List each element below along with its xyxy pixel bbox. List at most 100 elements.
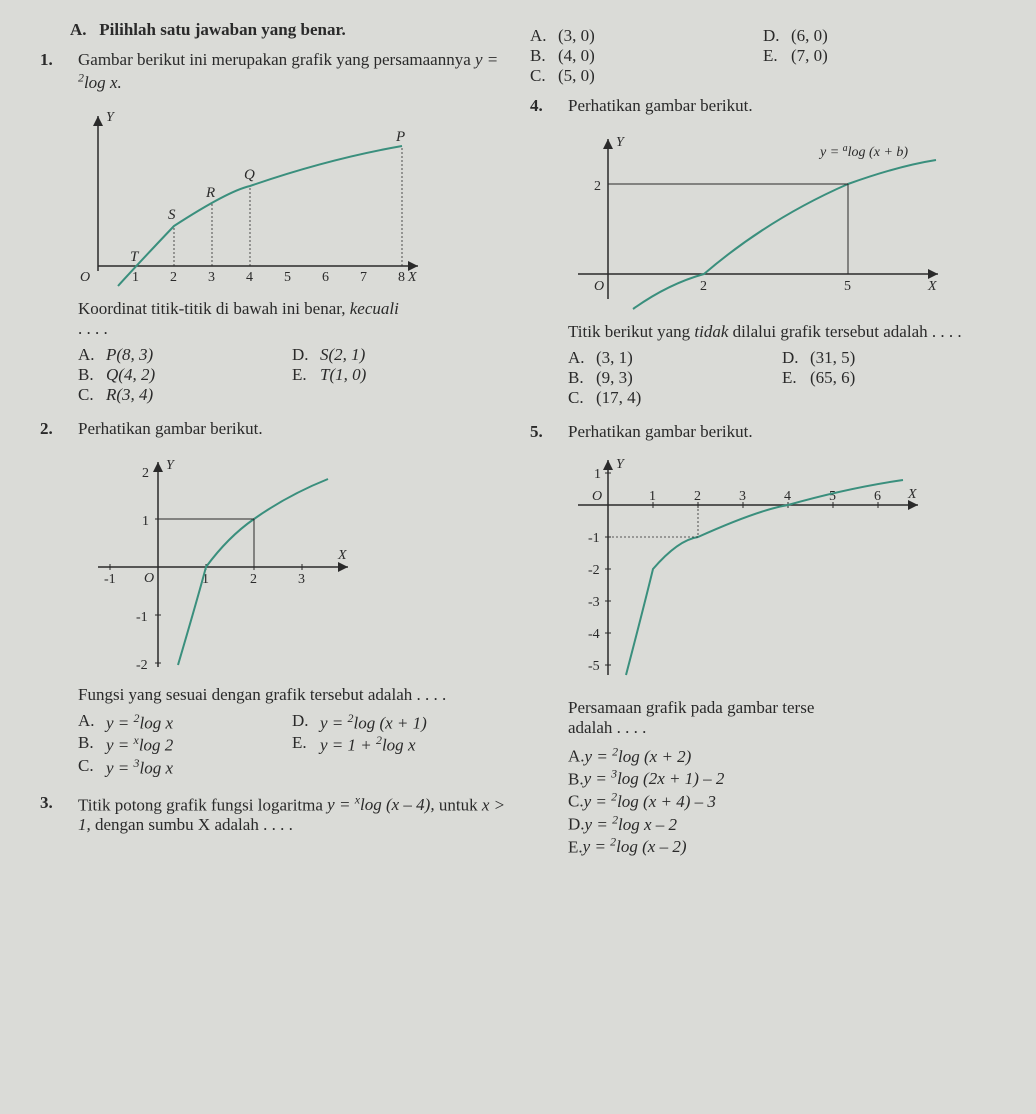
q1-choice-e: E.T(1, 0)	[292, 365, 506, 385]
q1-stem2: Koordinat titik-titik di bawah ini benar…	[78, 299, 506, 319]
q4-choice-e: E.(65, 6)	[782, 368, 996, 388]
q5-choice-b: B.y = 3log (2x + 1) – 2	[568, 767, 996, 790]
question-4: 4. Perhatikan gambar berikut. O X Y 2 2	[530, 96, 996, 408]
svg-text:-1: -1	[136, 610, 148, 625]
svg-text:1: 1	[142, 514, 149, 529]
q3-stem: Titik potong grafik fungsi logaritma y =…	[78, 793, 506, 836]
q3-choice-a: A.(3, 0)	[530, 26, 763, 46]
q2-choice-d: D.y = 2log (x + 1)	[292, 711, 506, 734]
q1-choice-b: B.Q(4, 2)	[78, 365, 292, 385]
q1-chart: O X Y 1 2 3 4 5 6 7	[68, 101, 506, 291]
q2-stem2: Fungsi yang sesuai dengan grafik tersebu…	[78, 685, 506, 705]
q3-stem-c: dengan sumbu X adalah . . . .	[91, 815, 293, 834]
svg-text:y = alog (x + b): y = alog (x + b)	[818, 143, 908, 161]
svg-text:Q: Q	[244, 167, 255, 183]
q5-stem: Perhatikan gambar berikut.	[568, 422, 996, 442]
svg-text:2: 2	[700, 279, 707, 294]
q4-choices: A.(3, 1) D.(31, 5) B.(9, 3) E.(65, 6) C.…	[568, 348, 996, 408]
q1-number: 1.	[40, 50, 68, 405]
svg-text:2: 2	[250, 572, 257, 587]
q5-stem2: Persamaan grafik pada gambar terse adala…	[568, 698, 996, 738]
q1-stem-text: Gambar berikut ini merupakan grafik yang…	[78, 50, 475, 69]
left-column: A. Pilihlah satu jawaban yang benar. 1. …	[40, 20, 506, 871]
q5-choice-d: D.y = 2log x – 2	[568, 812, 996, 835]
svg-text:3: 3	[298, 572, 305, 587]
q4-stem2c: dilalui grafik tersebut adalah . . . .	[728, 322, 961, 341]
svg-text:3: 3	[208, 270, 215, 285]
svg-text:3: 3	[739, 489, 746, 504]
q3-choice-e: E.(7, 0)	[763, 46, 996, 66]
q3-stem-b: untuk	[439, 795, 482, 814]
svg-text:1: 1	[132, 270, 139, 285]
section-label: A.	[70, 20, 87, 39]
svg-text:S: S	[168, 207, 176, 223]
svg-text:-2: -2	[588, 563, 600, 578]
q5-choice-a: A.y = 2log (x + 2)	[568, 744, 996, 767]
q4-chart: O X Y 2 2 5 y = alog (x + b)	[558, 124, 996, 314]
q4-stem2b: tidak	[694, 322, 728, 341]
q2-choice-c: C.y = 3log x	[78, 756, 292, 779]
question-3: 3. Titik potong grafik fungsi logaritma …	[40, 793, 506, 836]
origin-label: O	[80, 270, 90, 285]
q1-choice-d: D.S(2, 1)	[292, 345, 506, 365]
svg-text:O: O	[592, 489, 602, 504]
q1-choices: A.P(8, 3) D.S(2, 1) B.Q(4, 2) E.T(1, 0) …	[78, 345, 506, 405]
svg-text:4: 4	[784, 489, 791, 504]
svg-text:X: X	[927, 279, 937, 294]
q5-choice-e: E.y = 2log (x – 2)	[568, 835, 996, 858]
svg-text:5: 5	[844, 279, 851, 294]
svg-text:Y: Y	[106, 110, 116, 125]
q5-number: 5.	[530, 422, 558, 857]
q5-chart: O X Y 123 456 1 -1-2-3 -4-5	[558, 450, 996, 690]
q2-chart: O X Y -1 1 2 3 1 2 -1 -2	[68, 447, 506, 677]
q4-number: 4.	[530, 96, 558, 408]
svg-text:7: 7	[360, 270, 367, 285]
svg-text:6: 6	[874, 489, 881, 504]
svg-text:4: 4	[246, 270, 253, 285]
q3-choice-c: C.(5, 0)	[530, 66, 763, 86]
question-1: 1. Gambar berikut ini merupakan grafik y…	[40, 50, 506, 405]
svg-text:X: X	[407, 270, 417, 285]
svg-text:R: R	[205, 185, 215, 201]
svg-text:6: 6	[322, 270, 329, 285]
q4-stem2a: Titik berikut yang	[568, 322, 694, 341]
q5-choices: A.y = 2log (x + 2) B.y = 3log (2x + 1) –…	[568, 744, 996, 857]
q1-choice-a: A.P(8, 3)	[78, 345, 292, 365]
svg-text:O: O	[594, 279, 604, 294]
svg-text:8: 8	[398, 270, 405, 285]
section-heading: A. Pilihlah satu jawaban yang benar.	[70, 20, 506, 40]
q2-number: 2.	[40, 419, 68, 779]
q4-choice-d: D.(31, 5)	[782, 348, 996, 368]
svg-text:X: X	[337, 548, 347, 563]
q2-choice-a: A.y = 2log x	[78, 711, 292, 734]
q3-number: 3.	[40, 793, 68, 836]
svg-text:Y: Y	[616, 457, 626, 472]
svg-text:2: 2	[142, 466, 149, 481]
svg-text:5: 5	[829, 489, 836, 504]
question-5: 5. Perhatikan gambar berikut. O X Y	[530, 422, 996, 857]
q1-stem2b: kecuali	[350, 299, 399, 318]
svg-text:1: 1	[594, 467, 601, 482]
svg-text:X: X	[907, 487, 917, 502]
svg-text:-1: -1	[588, 531, 600, 546]
svg-text:-2: -2	[136, 658, 148, 673]
svg-text:2: 2	[694, 489, 701, 504]
q3-choices: A.(3, 0) D.(6, 0) B.(4, 0) E.(7, 0) C.(5…	[530, 26, 996, 86]
q4-choice-c: C.(17, 4)	[568, 388, 782, 408]
svg-text:Y: Y	[616, 135, 626, 150]
q2-stem: Perhatikan gambar berikut.	[78, 419, 506, 439]
svg-text:5: 5	[284, 270, 291, 285]
q2-choice-e: E.y = 1 + 2log x	[292, 733, 506, 756]
q2-choice-b: B.y = xlog 2	[78, 733, 292, 756]
q2-choices: A.y = 2log x D.y = 2log (x + 1) B.y = xl…	[78, 711, 506, 779]
q1-dots: . . . .	[78, 319, 506, 339]
svg-text:-5: -5	[588, 659, 600, 674]
section-title: Pilihlah satu jawaban yang benar.	[99, 20, 345, 39]
svg-text:-1: -1	[104, 572, 116, 587]
svg-text:2: 2	[170, 270, 177, 285]
q4-choice-b: B.(9, 3)	[568, 368, 782, 388]
svg-text:P: P	[395, 129, 405, 145]
question-2: 2. Perhatikan gambar berikut. O X Y	[40, 419, 506, 779]
q3-choice-d: D.(6, 0)	[763, 26, 996, 46]
svg-text:2: 2	[594, 179, 601, 194]
